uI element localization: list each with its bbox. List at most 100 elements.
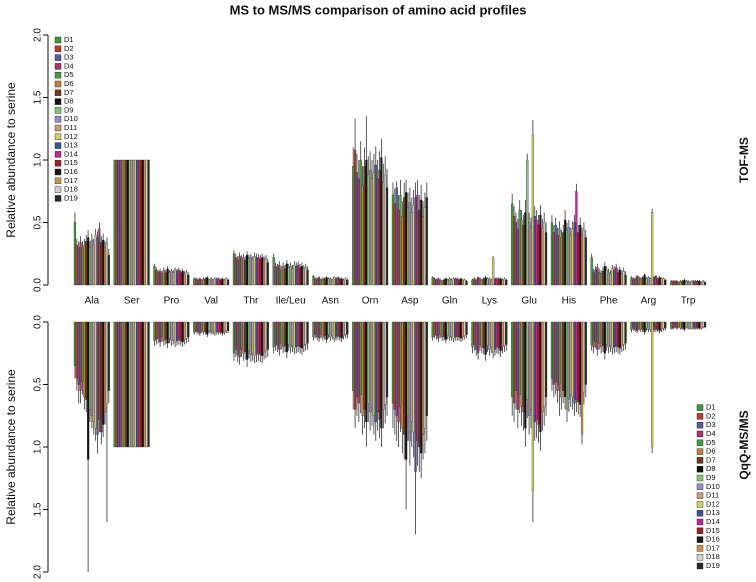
bar bbox=[476, 277, 480, 286]
bar bbox=[401, 216, 404, 286]
bar bbox=[613, 321, 616, 348]
bar bbox=[624, 321, 627, 344]
bar bbox=[317, 277, 321, 286]
bar bbox=[703, 282, 707, 286]
bar bbox=[499, 278, 502, 286]
bar bbox=[403, 197, 406, 286]
legend-swatch bbox=[696, 501, 704, 508]
legend-swatch bbox=[54, 98, 62, 105]
bar bbox=[675, 321, 678, 329]
bar bbox=[87, 321, 90, 460]
bar bbox=[355, 321, 359, 398]
bar bbox=[423, 207, 427, 286]
bar bbox=[226, 279, 230, 286]
bar bbox=[569, 321, 572, 395]
bar bbox=[590, 257, 593, 286]
bar bbox=[584, 321, 587, 385]
bar bbox=[336, 277, 339, 286]
bar bbox=[670, 321, 673, 329]
category-label: Lys bbox=[482, 296, 497, 307]
bar bbox=[342, 321, 345, 336]
bar bbox=[677, 321, 680, 328]
bar bbox=[675, 281, 678, 286]
bar bbox=[346, 279, 349, 286]
bar bbox=[696, 281, 699, 286]
bar bbox=[535, 321, 538, 420]
bar bbox=[463, 279, 466, 286]
bar bbox=[119, 321, 122, 448]
bar bbox=[454, 321, 457, 338]
bar bbox=[206, 277, 209, 286]
bar bbox=[234, 321, 237, 350]
bar bbox=[160, 321, 164, 338]
bar bbox=[141, 159, 145, 286]
bar bbox=[482, 321, 485, 349]
bar bbox=[565, 229, 569, 286]
legend-label: D13 bbox=[64, 141, 78, 150]
bar bbox=[194, 278, 198, 286]
bar bbox=[575, 191, 578, 286]
bar bbox=[329, 278, 332, 286]
bar bbox=[421, 321, 425, 435]
bar bbox=[408, 202, 411, 286]
bar bbox=[336, 321, 339, 336]
bar bbox=[369, 169, 372, 286]
bar bbox=[670, 281, 673, 286]
bar bbox=[198, 321, 201, 334]
bar bbox=[652, 277, 656, 286]
bar bbox=[490, 279, 493, 286]
bar bbox=[302, 268, 305, 286]
bar bbox=[700, 282, 703, 286]
legend-swatch bbox=[54, 133, 62, 141]
bar bbox=[448, 278, 451, 286]
bar bbox=[511, 203, 514, 286]
bar bbox=[393, 203, 396, 286]
bar bbox=[251, 321, 254, 354]
bar bbox=[416, 194, 419, 286]
legend-label: D16 bbox=[706, 535, 720, 544]
legend-label: D7 bbox=[64, 88, 74, 97]
legend-swatch bbox=[696, 422, 704, 429]
bar bbox=[162, 269, 165, 286]
bar bbox=[495, 278, 498, 286]
bar bbox=[541, 321, 544, 413]
bar bbox=[465, 281, 468, 286]
bar bbox=[564, 321, 567, 398]
legend-label: D16 bbox=[64, 167, 78, 176]
bar bbox=[340, 278, 343, 286]
bar bbox=[175, 321, 179, 341]
bar bbox=[253, 321, 256, 356]
bar bbox=[634, 278, 637, 286]
bar bbox=[658, 277, 661, 286]
bar bbox=[664, 279, 667, 286]
bar bbox=[442, 279, 446, 286]
bar bbox=[172, 272, 175, 286]
bar bbox=[537, 224, 540, 286]
category-label: Asp bbox=[401, 296, 419, 307]
bar bbox=[385, 187, 389, 286]
bar bbox=[528, 222, 531, 286]
bar bbox=[615, 321, 618, 346]
bar bbox=[327, 278, 330, 286]
bar bbox=[107, 321, 110, 391]
bar bbox=[645, 278, 648, 286]
bar bbox=[522, 321, 525, 413]
bar bbox=[325, 277, 328, 286]
bar bbox=[520, 321, 523, 408]
legend-swatch bbox=[696, 448, 704, 455]
bar bbox=[600, 321, 603, 348]
panel-label: QqQ-MS/MS bbox=[737, 410, 751, 479]
bar bbox=[88, 321, 92, 410]
bar bbox=[475, 279, 478, 286]
bar bbox=[306, 269, 309, 286]
bar bbox=[471, 321, 474, 348]
bar bbox=[514, 321, 518, 391]
bar bbox=[217, 321, 220, 333]
bar bbox=[630, 277, 633, 286]
bar bbox=[304, 267, 307, 286]
bar bbox=[168, 321, 171, 339]
bar bbox=[579, 224, 582, 286]
bar bbox=[524, 321, 527, 429]
bar bbox=[692, 281, 695, 286]
